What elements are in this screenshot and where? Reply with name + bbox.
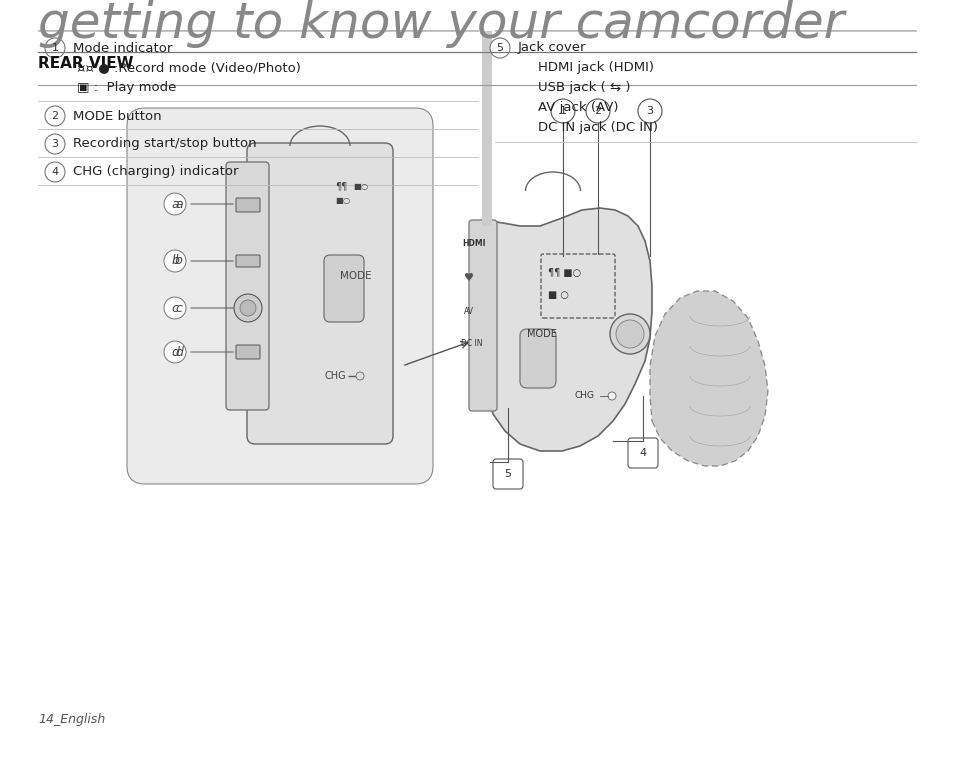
Circle shape: [607, 392, 616, 400]
FancyBboxPatch shape: [226, 162, 269, 410]
Text: Jack cover: Jack cover: [517, 41, 586, 54]
FancyBboxPatch shape: [519, 329, 556, 388]
Circle shape: [616, 320, 643, 348]
Circle shape: [240, 300, 255, 316]
Text: ¶¶ ■○: ¶¶ ■○: [547, 268, 580, 278]
Text: 4: 4: [51, 167, 58, 177]
Text: MODE: MODE: [339, 271, 372, 281]
Circle shape: [585, 99, 609, 123]
Text: 1: 1: [51, 43, 58, 53]
FancyBboxPatch shape: [127, 108, 433, 484]
Text: d: d: [171, 345, 179, 358]
FancyBboxPatch shape: [627, 438, 658, 468]
Text: DC IN: DC IN: [460, 339, 482, 349]
Text: USB jack ( ⇆ ): USB jack ( ⇆ ): [537, 81, 630, 94]
Text: ■ ○: ■ ○: [547, 290, 568, 300]
Circle shape: [164, 341, 186, 363]
Text: ♥: ♥: [463, 273, 474, 283]
Text: ▣ :  Play mode: ▣ : Play mode: [77, 81, 176, 94]
Circle shape: [45, 38, 65, 58]
Circle shape: [233, 294, 262, 322]
Text: AV: AV: [463, 306, 474, 316]
Text: 5: 5: [504, 469, 511, 479]
FancyBboxPatch shape: [481, 31, 492, 226]
Text: 2: 2: [594, 106, 601, 116]
Text: 5: 5: [496, 43, 503, 53]
Polygon shape: [480, 208, 651, 451]
Circle shape: [164, 193, 186, 215]
Text: CHG: CHG: [325, 371, 346, 381]
Circle shape: [638, 99, 661, 123]
Text: ■○: ■○: [335, 197, 350, 205]
Circle shape: [490, 38, 510, 58]
Text: Mode indicator: Mode indicator: [73, 41, 172, 54]
Text: ¶¶: ¶¶: [335, 181, 347, 191]
Text: b: b: [171, 254, 179, 267]
Text: 3: 3: [646, 106, 653, 116]
Circle shape: [45, 106, 65, 126]
Text: 4: 4: [639, 448, 646, 458]
FancyBboxPatch shape: [235, 255, 260, 267]
Text: 2: 2: [51, 111, 58, 121]
Circle shape: [609, 314, 649, 354]
FancyBboxPatch shape: [235, 198, 260, 212]
Text: MODE button: MODE button: [73, 110, 161, 123]
Text: c: c: [174, 302, 182, 315]
Text: ¤¤ ● :Record mode (Video/Photo): ¤¤ ● :Record mode (Video/Photo): [77, 61, 300, 74]
Circle shape: [45, 134, 65, 154]
Text: b: b: [174, 254, 183, 267]
Circle shape: [164, 250, 186, 272]
Text: c: c: [172, 302, 178, 315]
Text: ■○: ■○: [353, 182, 368, 191]
Circle shape: [355, 372, 364, 380]
Text: CHG: CHG: [575, 391, 595, 401]
FancyBboxPatch shape: [235, 345, 260, 359]
Text: DC IN jack (DC IN): DC IN jack (DC IN): [537, 122, 658, 135]
Circle shape: [45, 162, 65, 182]
FancyBboxPatch shape: [469, 220, 497, 411]
Circle shape: [164, 297, 186, 319]
Circle shape: [551, 99, 575, 123]
Text: HDMI: HDMI: [461, 240, 485, 248]
Text: 14_English: 14_English: [38, 713, 105, 726]
Text: Recording start/stop button: Recording start/stop button: [73, 138, 256, 150]
Text: 3: 3: [51, 139, 58, 149]
Text: AV jack (AV): AV jack (AV): [537, 102, 618, 114]
Text: a: a: [171, 198, 178, 211]
Text: MODE: MODE: [526, 329, 557, 339]
Text: CHG (charging) indicator: CHG (charging) indicator: [73, 165, 238, 178]
FancyBboxPatch shape: [324, 255, 364, 322]
Text: getting to know your camcorder: getting to know your camcorder: [38, 0, 843, 48]
Text: a: a: [174, 198, 182, 211]
Text: 1: 1: [558, 106, 566, 116]
FancyBboxPatch shape: [493, 459, 522, 489]
Text: d: d: [174, 345, 183, 358]
FancyBboxPatch shape: [247, 143, 393, 444]
Polygon shape: [649, 291, 767, 466]
Text: REAR VIEW: REAR VIEW: [38, 56, 133, 71]
Text: HDMI jack (HDMI): HDMI jack (HDMI): [537, 61, 654, 74]
